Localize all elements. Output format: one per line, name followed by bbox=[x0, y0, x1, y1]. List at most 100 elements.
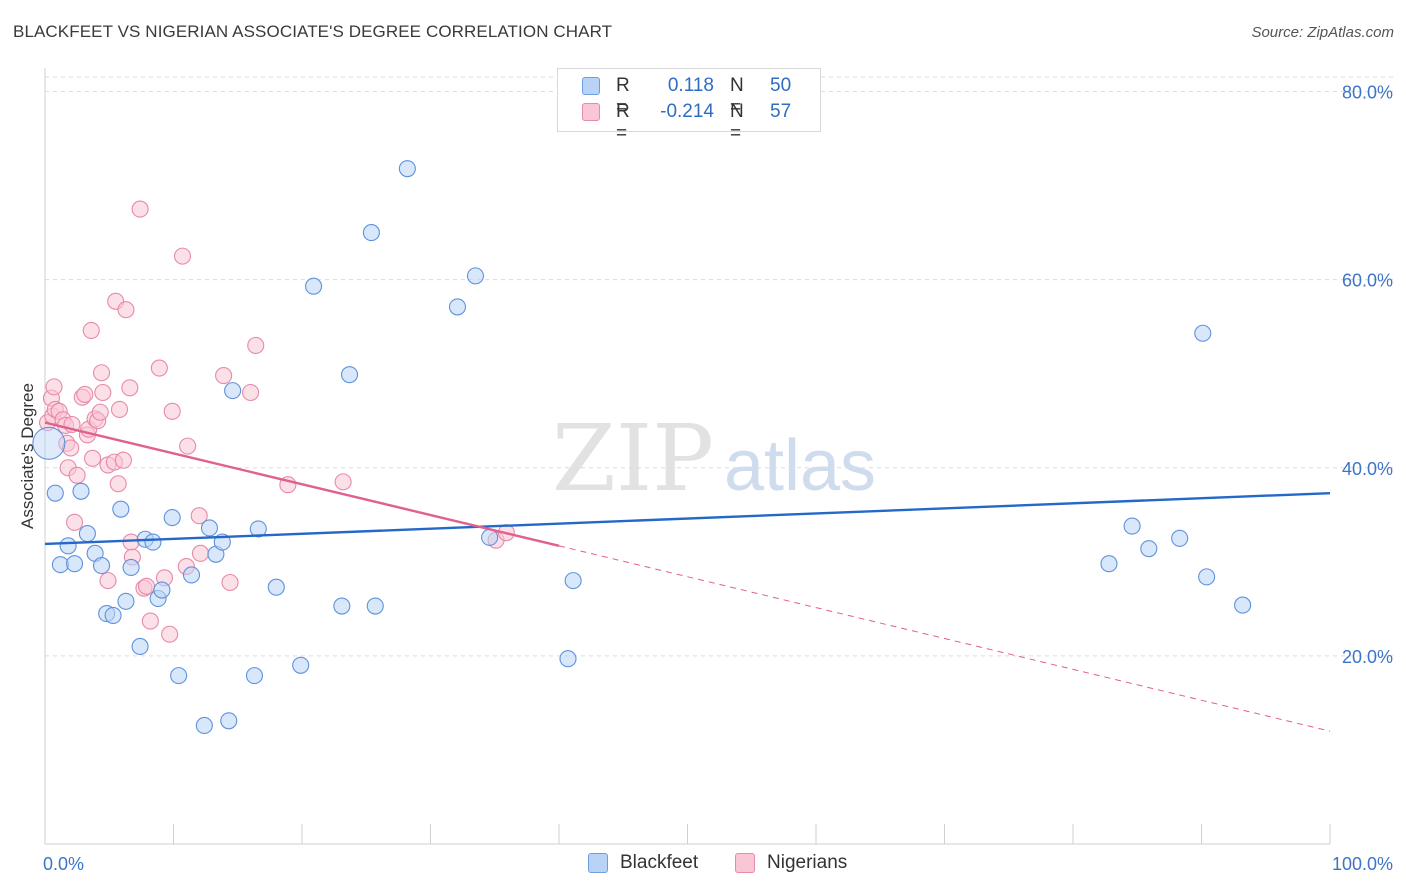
blackfeet-point bbox=[104, 606, 122, 624]
blackfeet-point bbox=[122, 558, 140, 577]
nigerians-point bbox=[334, 473, 352, 491]
watermark-zip: ZIP bbox=[552, 405, 714, 512]
blackfeet-point bbox=[398, 160, 416, 178]
nigerians-points bbox=[39, 200, 515, 643]
correlation-legend: R = 0.118 N = 50 R = -0.214 N = 57 bbox=[557, 68, 821, 144]
nigerians-point bbox=[122, 533, 140, 551]
blackfeet-point bbox=[245, 667, 264, 685]
blackfeet-point bbox=[46, 484, 64, 502]
nigerians-point bbox=[92, 364, 111, 382]
n-value: 50 bbox=[770, 75, 792, 96]
nigerians-point bbox=[242, 383, 260, 402]
blackfeet-point bbox=[448, 298, 467, 316]
blackfeet-point bbox=[200, 519, 219, 537]
nigerians-point bbox=[99, 572, 117, 590]
nigerians-point bbox=[191, 544, 210, 562]
blackfeet-point bbox=[163, 509, 181, 527]
nigerians-point bbox=[190, 507, 208, 525]
blackfeet-point bbox=[305, 277, 323, 295]
nigerians-point bbox=[137, 577, 156, 595]
blackfeet-point bbox=[466, 267, 485, 285]
blackfeet-point bbox=[366, 597, 384, 615]
chart-title: BLACKFEET VS NIGERIAN ASSOCIATE'S DEGREE… bbox=[13, 22, 613, 41]
nigerians-point bbox=[94, 383, 112, 402]
trend-lines bbox=[44, 421, 1331, 732]
blackfeet-point bbox=[1234, 596, 1252, 614]
blackfeet-point bbox=[1171, 529, 1189, 547]
n-label: N = bbox=[730, 101, 744, 144]
x-tick-label-max: 100.0% bbox=[1332, 854, 1393, 874]
blackfeet-point bbox=[78, 525, 96, 543]
nigerians-point bbox=[215, 367, 233, 385]
blackfeet-point bbox=[66, 555, 84, 573]
nigerians-point bbox=[221, 573, 239, 592]
nigerians-point bbox=[76, 385, 94, 403]
blackfeet-point bbox=[564, 572, 582, 590]
nigerians-point bbox=[110, 400, 129, 418]
blackfeet-swatch bbox=[582, 77, 600, 95]
nigerians-point bbox=[83, 449, 102, 467]
blackfeet-point bbox=[1100, 555, 1118, 573]
blackfeet-point bbox=[59, 537, 77, 555]
blackfeet-point bbox=[182, 566, 201, 584]
legend-label-blackfeet: Blackfeet bbox=[620, 852, 699, 873]
r-label: R = bbox=[616, 75, 630, 118]
blackfeet-point bbox=[92, 557, 111, 575]
grid-lines bbox=[45, 76, 1393, 657]
blackfeet-point bbox=[292, 656, 310, 674]
blackfeet-legend-swatch bbox=[588, 853, 608, 873]
blackfeet-point bbox=[559, 650, 577, 668]
watermark-atlas: atlas bbox=[724, 426, 876, 506]
r-value: -0.214 bbox=[660, 101, 714, 122]
blackfeet-trend-line bbox=[44, 491, 1331, 546]
blackfeet-point bbox=[32, 426, 66, 460]
source-label: Source: ZipAtlas.com bbox=[1251, 24, 1394, 41]
nigerians-point bbox=[173, 247, 192, 265]
nigerians-swatch bbox=[582, 103, 600, 121]
blackfeet-point bbox=[362, 224, 380, 242]
blackfeet-point bbox=[131, 637, 149, 656]
nigerians-point bbox=[91, 403, 109, 421]
n-value: 57 bbox=[770, 101, 792, 122]
nigerians-trend-line bbox=[44, 421, 560, 547]
blackfeet-point bbox=[220, 712, 238, 730]
nigerians-point bbox=[141, 612, 159, 630]
nigerians-point bbox=[66, 513, 84, 531]
nigerians-trend-extension bbox=[558, 545, 1331, 732]
nigerians-point bbox=[62, 439, 80, 457]
nigerians-point bbox=[117, 301, 135, 319]
x-tick-label-min: 0.0% bbox=[43, 854, 84, 874]
axes bbox=[44, 68, 1331, 845]
axis-labels: 20.0% 40.0% 60.0% 80.0% 0.0% 100.0% Associate'… bbox=[18, 83, 1393, 874]
blackfeet-point bbox=[144, 533, 162, 551]
blackfeet-point bbox=[249, 520, 267, 538]
blackfeet-point bbox=[1140, 540, 1158, 558]
nigerians-point bbox=[109, 475, 127, 493]
nigerians-point bbox=[121, 379, 139, 397]
blackfeet-point bbox=[1123, 517, 1141, 535]
y-tick-label: 40.0% bbox=[1342, 459, 1393, 479]
blackfeet-point bbox=[195, 716, 213, 735]
r-label: R = bbox=[616, 101, 630, 144]
y-tick-label: 60.0% bbox=[1342, 271, 1393, 291]
blackfeet-point bbox=[112, 500, 130, 518]
nigerians-point bbox=[247, 336, 265, 355]
blackfeet-point bbox=[72, 482, 90, 500]
blackfeet-point bbox=[1198, 568, 1216, 586]
y-tick-label: 80.0% bbox=[1342, 83, 1393, 103]
blackfeet-point bbox=[1194, 324, 1212, 342]
nigerians-point bbox=[131, 200, 149, 218]
blackfeet-point bbox=[340, 366, 359, 384]
blackfeet-point bbox=[117, 592, 135, 610]
nigerians-point bbox=[150, 359, 168, 377]
legend-label-nigerians: Nigerians bbox=[767, 852, 848, 873]
blackfeet-point bbox=[267, 578, 285, 596]
nigerians-point bbox=[82, 321, 100, 339]
blackfeet-point bbox=[153, 581, 171, 599]
nigerians-point bbox=[179, 437, 197, 455]
nigerians-point bbox=[45, 378, 63, 396]
y-tick-label: 20.0% bbox=[1342, 647, 1393, 667]
series-legend: Blackfeet Nigerians bbox=[0, 852, 1406, 876]
nigerians-point bbox=[68, 466, 86, 484]
